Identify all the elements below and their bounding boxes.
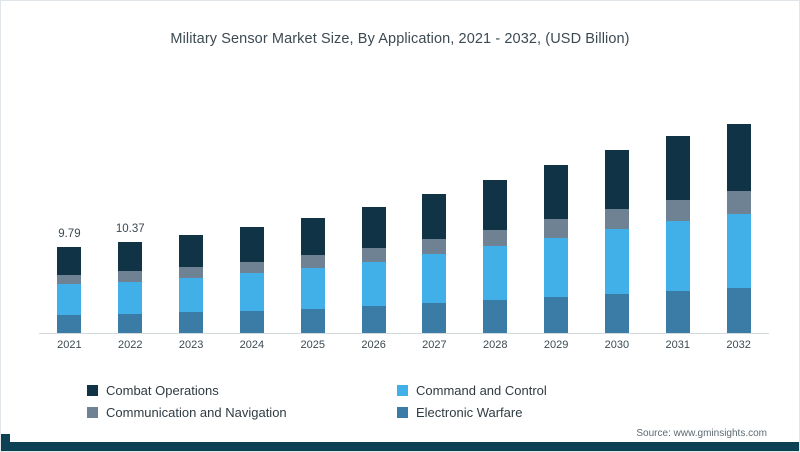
legend-item-command-and-control[interactable]: Command and Control (397, 379, 707, 401)
bar-segment-command-and-control[interactable] (544, 237, 569, 297)
bar-segment-command-and-control[interactable] (118, 281, 143, 314)
bar-segment-combat-operations[interactable] (726, 124, 751, 192)
left-accent-mark (1, 434, 10, 451)
x-tick-2023: 2023 (178, 339, 204, 351)
bar-segment-command-and-control[interactable] (422, 254, 447, 304)
bar-segment-combat-operations[interactable] (483, 180, 508, 230)
bar-2032[interactable] (726, 124, 751, 334)
x-tick-2028: 2028 (483, 339, 508, 351)
bar-segment-combat-operations[interactable] (544, 165, 569, 220)
x-tick-2031: 2031 (665, 339, 690, 351)
chart-legend: Combat Operations Command and Control Comm… (87, 379, 707, 423)
bar-segment-combat-operations[interactable] (300, 217, 325, 256)
legend-label: Communication and Navigation (106, 404, 287, 420)
bar-segment-command-and-control[interactable] (239, 273, 264, 311)
bar-segment-communication-and-navigation[interactable] (604, 208, 629, 230)
bar-segment-communication-and-navigation[interactable] (361, 247, 386, 262)
x-tick-2024: 2024 (239, 339, 265, 351)
bar-2028[interactable] (483, 180, 508, 334)
bar-segment-command-and-control[interactable] (179, 277, 204, 313)
x-tick-2026: 2026 (361, 339, 386, 351)
bar-segment-electronic-warfare[interactable] (239, 310, 264, 334)
bar-segment-communication-and-navigation[interactable] (422, 239, 447, 255)
bar-segment-communication-and-navigation[interactable] (57, 274, 82, 285)
legend-item-combat-operations[interactable]: Combat Operations (87, 379, 397, 401)
legend-label: Electronic Warfare (416, 404, 523, 420)
bar-2023[interactable] (179, 235, 204, 334)
bar-segment-combat-operations[interactable] (422, 194, 447, 240)
bar-2029[interactable] (544, 165, 569, 334)
x-axis-baseline (39, 333, 769, 334)
bar-segment-communication-and-navigation[interactable] (483, 229, 508, 247)
bar-segment-communication-and-navigation[interactable] (726, 191, 751, 215)
bar-segment-electronic-warfare[interactable] (726, 287, 751, 334)
bottom-accent-bar (1, 442, 799, 451)
x-tick-2032: 2032 (726, 339, 751, 351)
bar-segment-command-and-control[interactable] (665, 221, 690, 291)
bar-segment-communication-and-navigation[interactable] (179, 266, 204, 278)
bar-segment-combat-operations[interactable] (361, 206, 386, 248)
legend-item-electronic-warfare[interactable]: Electronic Warfare (397, 401, 707, 423)
bar-segment-electronic-warfare[interactable] (483, 300, 508, 334)
x-tick-2021: 2021 (57, 339, 82, 351)
chart-title: Military Sensor Market Size, By Applicat… (170, 31, 630, 47)
bar-segment-electronic-warfare[interactable] (422, 303, 447, 334)
bar-segment-combat-operations[interactable] (118, 241, 143, 272)
legend-item-communication-and-navigation[interactable]: Communication and Navigation (87, 401, 397, 423)
bar-segment-command-and-control[interactable] (483, 246, 508, 301)
bar-segment-command-and-control[interactable] (604, 229, 629, 294)
bar-value-label: 10.37 (115, 222, 145, 235)
bar-2025[interactable] (300, 217, 325, 334)
x-tick-2030: 2030 (604, 339, 630, 351)
x-axis-tick-labels: 2021 2022 2023 2024 2025 2026 2027 2028 2029 2030… (39, 339, 769, 357)
bar-segment-electronic-warfare[interactable] (57, 314, 82, 334)
bar-segment-combat-operations[interactable] (665, 136, 690, 200)
bar-segment-combat-operations[interactable] (604, 150, 629, 209)
bar-segment-communication-and-navigation[interactable] (665, 199, 690, 222)
x-tick-2027: 2027 (422, 339, 447, 351)
bar-segment-electronic-warfare[interactable] (179, 312, 204, 334)
bar-segment-electronic-warfare[interactable] (118, 313, 143, 334)
bar-segment-combat-operations[interactable] (239, 227, 264, 262)
bar-segment-electronic-warfare[interactable] (300, 308, 325, 334)
x-tick-2022: 2022 (118, 339, 143, 351)
bar-segment-command-and-control[interactable] (726, 214, 751, 288)
x-tick-2025: 2025 (300, 339, 325, 351)
bar-segment-electronic-warfare[interactable] (361, 306, 386, 334)
bar-segment-combat-operations[interactable] (57, 247, 82, 275)
bar-value-label: 9.79 (58, 228, 81, 241)
bar-2022[interactable]: 10.37 (116, 223, 145, 334)
source-attribution: Source: www.gminsights.com (636, 428, 767, 439)
bar-segment-command-and-control[interactable] (361, 261, 386, 307)
legend-swatch-icon (397, 384, 408, 396)
bar-segment-command-and-control[interactable] (57, 284, 82, 315)
bar-2031[interactable] (665, 136, 690, 334)
bar-2030[interactable] (604, 150, 629, 334)
bar-2027[interactable] (422, 194, 447, 334)
bar-2024[interactable] (239, 227, 264, 334)
bar-segment-combat-operations[interactable] (179, 235, 204, 267)
bar-segment-electronic-warfare[interactable] (665, 290, 690, 334)
bar-segment-communication-and-navigation[interactable] (118, 271, 143, 282)
x-tick-2029: 2029 (543, 339, 569, 351)
legend-label: Command and Control (416, 382, 547, 398)
bar-segment-electronic-warfare[interactable] (544, 296, 569, 334)
legend-swatch-icon (87, 384, 98, 396)
legend-label: Combat Operations (106, 382, 219, 398)
bar-segment-electronic-warfare[interactable] (604, 293, 629, 334)
bar-segment-communication-and-navigation[interactable] (544, 219, 569, 238)
bar-segment-command-and-control[interactable] (300, 267, 325, 309)
plot-area: 9.79 10.37 (39, 71, 769, 334)
legend-swatch-icon (397, 406, 408, 418)
bar-2021[interactable]: 9.79 (57, 228, 82, 334)
legend-swatch-icon (87, 406, 98, 418)
bar-segment-communication-and-navigation[interactable] (300, 255, 325, 268)
bar-segment-communication-and-navigation[interactable] (239, 261, 264, 274)
bar-2026[interactable] (361, 206, 386, 334)
